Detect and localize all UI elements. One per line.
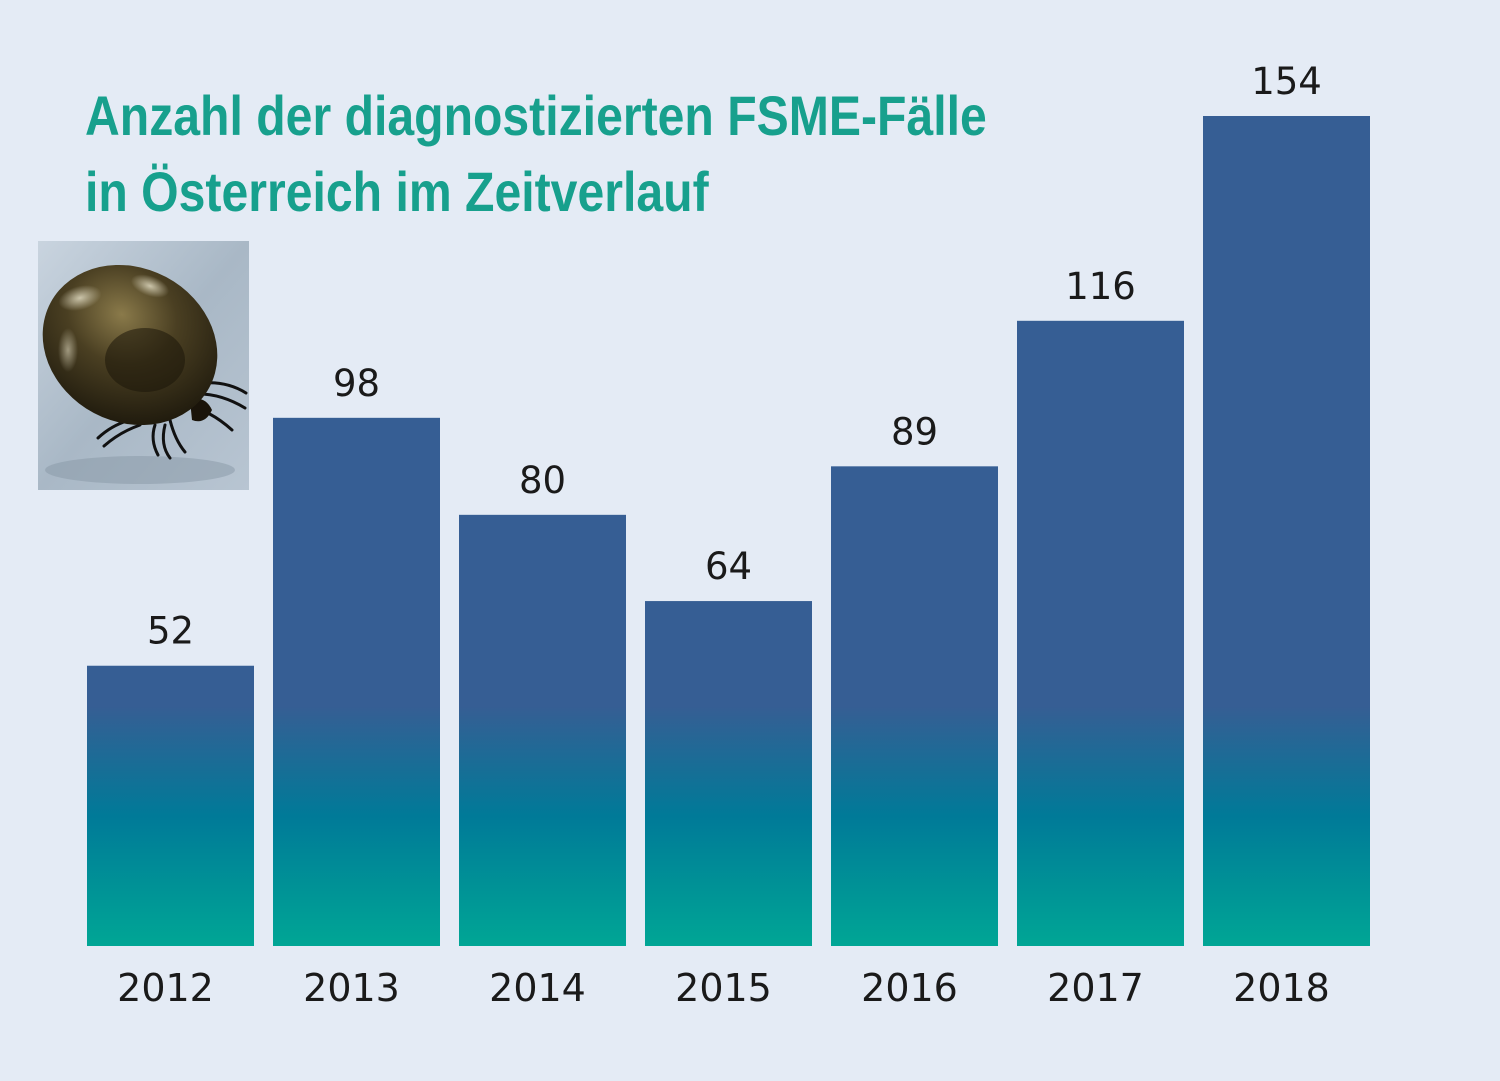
chart-title-line-1: Anzahl der diagnostizierten FSME-Fälle (85, 84, 987, 147)
tick-icon (38, 241, 249, 490)
data-label-2014: 80 (519, 459, 566, 502)
data-label-2017: 116 (1065, 265, 1136, 308)
data-label-2012: 52 (147, 610, 194, 653)
data-label-2015: 64 (705, 545, 752, 588)
bar-2018 (1203, 116, 1370, 946)
bar-2012 (87, 665, 254, 946)
x-tick-label-2012: 2012 (117, 966, 214, 1010)
bars-layer (87, 116, 1370, 947)
bar-2015 (645, 601, 812, 946)
bar-2016 (831, 466, 998, 946)
x-axis-tick-labels: 2012 2013 2014 2015 2016 2017 2018 (117, 966, 1330, 1010)
bar-2013 (273, 417, 440, 946)
x-tick-label-2017: 2017 (1047, 966, 1144, 1010)
x-tick-label-2013: 2013 (303, 966, 400, 1010)
data-labels-layer: 52 98 80 64 89 116 154 (147, 60, 1322, 653)
data-label-2016: 89 (891, 410, 938, 453)
x-tick-label-2016: 2016 (861, 966, 958, 1010)
bar-2017 (1017, 320, 1184, 947)
bar-2014 (459, 514, 626, 946)
data-label-2018: 154 (1251, 60, 1322, 103)
chart-title-line-2: in Österreich im Zeitverlauf (85, 160, 709, 223)
x-tick-label-2015: 2015 (675, 966, 772, 1010)
chart-title: Anzahl der diagnostizierten FSME-Fälle i… (85, 78, 987, 230)
x-tick-label-2018: 2018 (1233, 966, 1330, 1010)
data-label-2013: 98 (333, 362, 380, 405)
x-tick-label-2014: 2014 (489, 966, 586, 1010)
